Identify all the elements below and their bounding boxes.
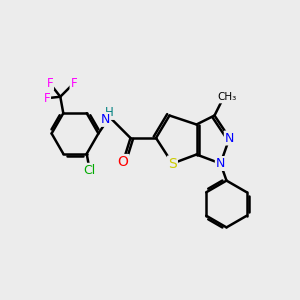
Text: O: O (118, 155, 128, 169)
Text: F: F (46, 77, 53, 90)
Text: F: F (70, 77, 77, 90)
Text: CH₃: CH₃ (218, 92, 237, 103)
Text: N: N (225, 131, 234, 145)
Text: N: N (216, 157, 225, 170)
Text: F: F (44, 92, 50, 105)
Text: Cl: Cl (84, 164, 96, 177)
Text: S: S (168, 157, 177, 170)
Text: H: H (105, 106, 114, 119)
Text: N: N (100, 113, 110, 126)
